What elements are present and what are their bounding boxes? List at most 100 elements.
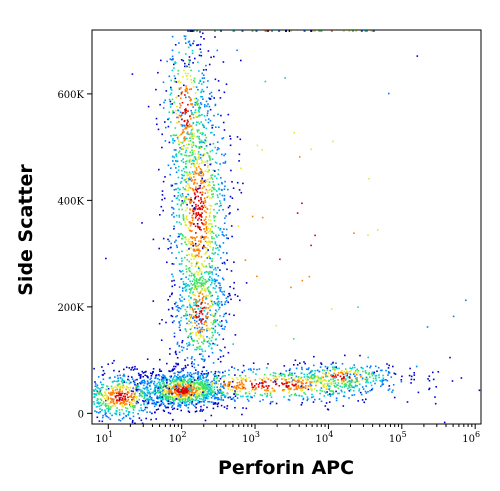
event-dot (224, 263, 226, 265)
event-dot (282, 373, 284, 375)
event-dot (192, 62, 194, 64)
event-dot (169, 347, 171, 350)
event-dot (200, 303, 202, 305)
event-dot (324, 365, 327, 368)
event-dot (171, 200, 173, 202)
event-dot (159, 382, 161, 384)
event-dot (199, 292, 201, 294)
event-dot (111, 392, 114, 394)
event-dot (127, 398, 130, 401)
event-dot (177, 233, 180, 235)
event-dot (197, 195, 199, 198)
event-dot (366, 378, 369, 381)
event-dot (185, 42, 187, 44)
event-dot (202, 154, 205, 157)
event-dot (95, 393, 97, 395)
event-dot (193, 163, 196, 166)
event-dot (211, 351, 214, 354)
event-dot (302, 382, 305, 385)
event-dot (222, 385, 224, 387)
event-dot (222, 338, 225, 340)
event-dot (304, 362, 306, 365)
event-dot (226, 268, 228, 271)
event-dot (199, 107, 202, 109)
event-dot (178, 216, 181, 218)
event-dot (169, 396, 171, 398)
event-dot (330, 363, 333, 366)
event-dot (355, 373, 358, 376)
event-dot (310, 148, 312, 151)
event-dot (106, 394, 108, 397)
event-dot (211, 190, 213, 192)
event-dot (159, 395, 162, 397)
event-dot (202, 284, 204, 287)
event-dot (145, 400, 147, 403)
event-dot (200, 169, 203, 171)
event-dot (218, 306, 221, 309)
event-dot (196, 286, 198, 288)
event-dot (167, 238, 169, 241)
event-dot (279, 258, 281, 261)
event-dot (267, 378, 270, 380)
event-dot (138, 374, 140, 376)
event-dot (185, 238, 188, 241)
event-dot (197, 44, 199, 46)
event-dot (105, 257, 107, 260)
event-dot (181, 169, 183, 172)
event-dot (192, 248, 195, 251)
event-dot (171, 98, 174, 101)
event-dot (186, 396, 189, 398)
event-dot (353, 386, 355, 389)
event-dot (197, 305, 200, 307)
event-dot (169, 103, 172, 105)
event-dot (192, 189, 195, 192)
event-dot (172, 397, 174, 400)
event-dot (201, 77, 204, 79)
event-dot (190, 357, 193, 360)
event-dot (185, 282, 188, 285)
event-dot (186, 387, 188, 389)
event-dot (200, 240, 202, 242)
event-dot (230, 225, 233, 227)
event-dot (197, 330, 199, 333)
event-dot (432, 378, 435, 381)
event-dot (211, 336, 213, 339)
event-dot (251, 30, 254, 32)
event-dot (146, 403, 149, 406)
event-dot (186, 391, 188, 394)
event-dot (357, 380, 359, 383)
event-dot (234, 395, 237, 397)
event-dot (320, 363, 323, 365)
event-dot (328, 372, 330, 375)
event-dot (206, 381, 209, 383)
event-dot (153, 382, 155, 385)
event-dot (182, 392, 185, 395)
event-dot (253, 394, 256, 397)
event-dot (313, 355, 315, 358)
event-dot (195, 369, 197, 371)
event-dot (208, 386, 210, 388)
event-dot (202, 206, 204, 209)
event-dot (181, 131, 184, 133)
event-dot (201, 330, 203, 333)
event-dot (204, 279, 207, 281)
event-dot (350, 384, 353, 387)
event-dot (344, 384, 347, 387)
event-dot (163, 376, 165, 379)
event-dot (185, 108, 187, 110)
event-dot (185, 276, 187, 279)
event-dot (219, 288, 222, 291)
event-dot (182, 201, 185, 204)
event-dot (116, 399, 118, 401)
event-dot (191, 112, 193, 114)
event-dot (330, 375, 333, 378)
event-dot (162, 393, 164, 396)
event-dot (198, 315, 200, 317)
event-dot (259, 382, 261, 384)
event-dot (181, 202, 183, 205)
event-dot (158, 405, 161, 407)
event-dot (225, 319, 227, 322)
event-dot (139, 377, 142, 379)
event-dot (181, 305, 183, 308)
event-dot (200, 182, 203, 185)
